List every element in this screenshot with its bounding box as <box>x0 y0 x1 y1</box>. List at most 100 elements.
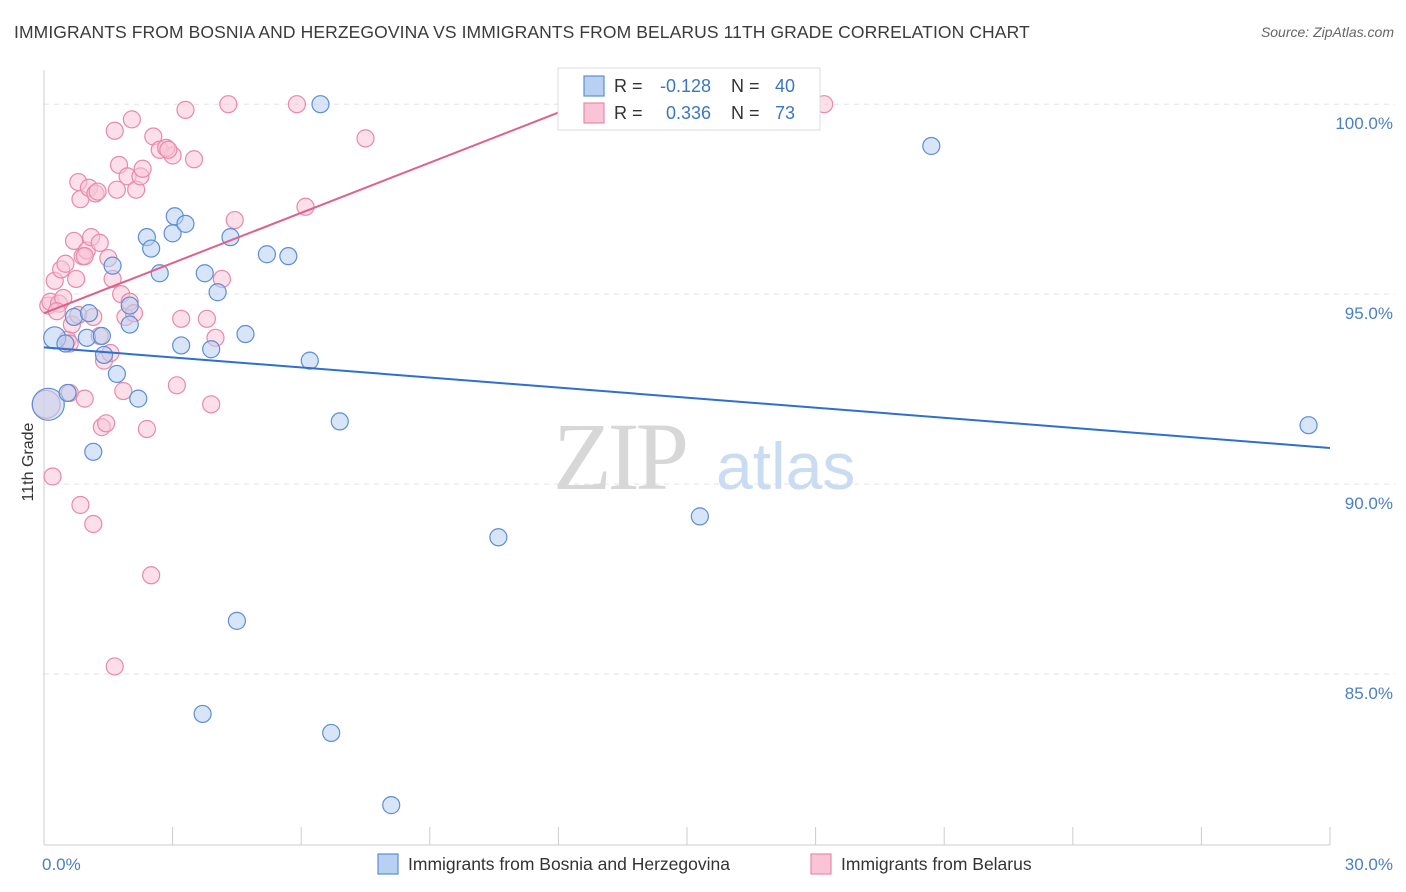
data-point <box>202 395 221 414</box>
data-point <box>84 514 103 534</box>
data-point <box>103 256 122 275</box>
stats-r-label-blue: R = <box>614 76 643 96</box>
data-point <box>107 364 126 384</box>
data-point <box>176 100 195 119</box>
data-point <box>142 566 161 585</box>
trend-lines <box>43 103 1331 449</box>
stats-legend: R = -0.128 N = 40 R = 0.336 N = 73 <box>557 67 821 131</box>
data-point <box>311 95 330 114</box>
y-tick-label-85: 85.0% <box>1345 684 1393 703</box>
trend-line-bosnia <box>43 346 1331 449</box>
x-tick-label-30: 30.0% <box>1345 855 1393 874</box>
data-point <box>31 387 65 421</box>
data-point <box>1299 416 1318 435</box>
stats-n-label-blue: N = <box>731 76 760 96</box>
data-point <box>922 136 941 156</box>
data-point <box>58 383 77 403</box>
stats-n-value-blue: 40 <box>775 76 795 96</box>
stats-swatch-blue <box>583 75 605 97</box>
data-point <box>322 723 341 743</box>
data-point <box>43 467 62 486</box>
data-point <box>279 247 298 266</box>
legend-swatch-belarus <box>810 853 832 875</box>
bottom-legend: Immigrants from Bosnia and Herzegovina I… <box>377 853 1032 875</box>
data-point <box>227 611 246 630</box>
data-point <box>142 239 161 258</box>
data-point <box>77 328 96 347</box>
stats-n-label-pink: N = <box>731 103 760 123</box>
data-point <box>236 324 255 344</box>
belarus-points <box>31 95 834 676</box>
data-point <box>120 315 139 334</box>
data-point <box>92 326 111 346</box>
data-point <box>75 389 94 408</box>
data-point <box>690 507 709 526</box>
stats-swatch-pink <box>583 102 605 124</box>
data-point <box>489 528 508 547</box>
data-point <box>75 247 94 266</box>
source-credit: Source: ZipAtlas.com <box>1260 24 1394 40</box>
data-point <box>105 657 124 676</box>
data-point <box>356 129 375 148</box>
data-point <box>94 345 114 365</box>
data-point <box>176 214 195 233</box>
stats-n-value-pink: 73 <box>775 103 795 123</box>
data-point <box>137 419 156 439</box>
data-point <box>330 412 349 431</box>
data-point <box>172 336 191 355</box>
stats-r-label-pink: R = <box>614 103 643 123</box>
data-point <box>159 140 178 159</box>
data-point <box>172 309 191 328</box>
data-point <box>219 95 238 114</box>
data-point <box>90 233 109 252</box>
data-point <box>64 307 84 327</box>
data-point <box>67 269 86 289</box>
legend-swatch-bosnia <box>377 853 399 875</box>
data-point <box>184 150 204 169</box>
data-point <box>225 210 244 230</box>
data-point <box>105 121 124 140</box>
data-point <box>193 704 212 724</box>
data-point <box>84 442 103 461</box>
legend-label-belarus: Immigrants from Belarus <box>841 854 1032 874</box>
data-point <box>64 231 84 251</box>
data-point <box>88 182 107 201</box>
data-point <box>122 110 141 129</box>
watermark-atlas: atlas <box>716 429 855 503</box>
legend-label-bosnia: Immigrants from Bosnia and Herzegovina <box>408 854 730 874</box>
data-point <box>197 309 216 328</box>
y-tick-label-100: 100.0% <box>1335 114 1393 133</box>
watermark: ZIP atlas <box>553 403 855 510</box>
x-tick-label-0: 0.0% <box>42 855 81 874</box>
data-point <box>107 180 126 199</box>
data-point <box>296 197 315 216</box>
y-tick-label-90: 90.0% <box>1345 494 1393 513</box>
data-point <box>195 264 214 283</box>
data-point <box>208 283 227 302</box>
data-point <box>133 159 152 178</box>
data-point <box>97 414 116 433</box>
data-point <box>257 245 277 264</box>
watermark-zip: ZIP <box>553 403 686 510</box>
data-point <box>71 495 90 515</box>
data-point <box>114 381 133 401</box>
gridlines <box>44 103 1395 675</box>
stats-r-value-blue: -0.128 <box>660 76 711 96</box>
data-point <box>120 296 139 315</box>
y-tick-label-95: 95.0% <box>1345 304 1393 323</box>
data-point <box>287 95 307 114</box>
axes <box>43 70 1331 846</box>
data-point <box>79 304 99 323</box>
y-axis-label: 11th Grade <box>20 422 37 501</box>
data-point <box>167 376 186 395</box>
chart-title: IMMIGRANTS FROM BOSNIA AND HERZEGOVINA V… <box>14 22 1030 42</box>
stats-r-value-pink: 0.336 <box>666 103 711 123</box>
data-point <box>129 389 148 408</box>
data-point <box>300 351 319 370</box>
tick-labels: 85.0% 90.0% 95.0% 100.0% 0.0% 30.0% <box>42 114 1393 874</box>
data-point <box>202 340 221 359</box>
trend-line-belarus <box>43 103 581 315</box>
data-point <box>56 254 75 273</box>
data-point <box>382 796 401 815</box>
